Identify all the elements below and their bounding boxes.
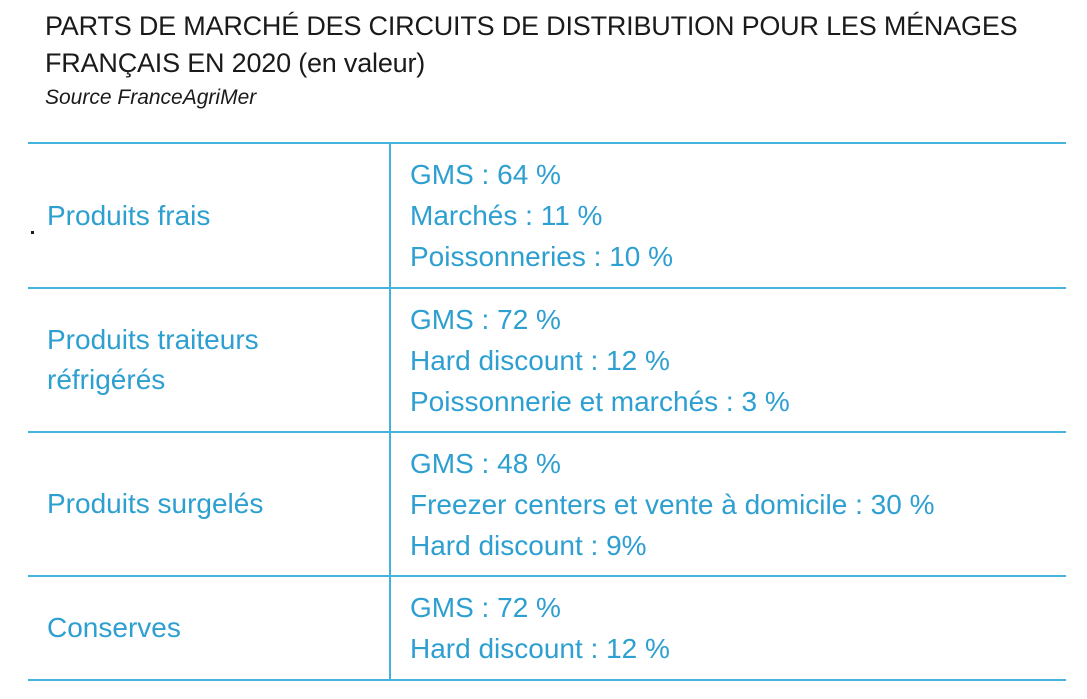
document-header: PARTS DE MARCHÉ DES CIRCUITS DE DISTRIBU… xyxy=(45,8,1045,112)
row-label-cell: Produits traiteurs réfrigérés xyxy=(28,289,391,431)
table-row: Conserves GMS : 72 % Hard discount : 12 … xyxy=(28,577,1066,681)
title-line-2: FRANÇAIS EN 2020 (en valeur) xyxy=(45,48,426,78)
title-line-1: PARTS DE MARCHÉ DES CIRCUITS DE DISTRIBU… xyxy=(45,11,1018,41)
value-line: Marchés : 11 % xyxy=(410,200,603,231)
row-label-cell: Produits surgelés xyxy=(28,433,391,575)
table-row: Produits frais GMS : 64 % Marchés : 11 %… xyxy=(28,144,1066,289)
value-line: Poissonneries : 10 % xyxy=(410,241,674,272)
row-label-cell: Produits frais xyxy=(28,144,391,287)
source-note: Source FranceAgriMer xyxy=(45,86,257,109)
value-line: Hard discount : 12 % xyxy=(410,633,670,664)
value-line: GMS : 72 % xyxy=(410,303,561,335)
value-line: GMS : 64 % xyxy=(410,159,561,190)
value-line: Hard discount : 9% xyxy=(410,529,647,561)
market-share-table: Produits frais GMS : 64 % Marchés : 11 %… xyxy=(28,142,1066,681)
value-line: GMS : 48 % xyxy=(410,447,561,479)
row-label-line-2: réfrigérés xyxy=(47,364,166,395)
row-values-cell: GMS : 48 % Freezer centers et vente à do… xyxy=(391,433,1066,575)
row-label-line-1: Produits traiteurs xyxy=(47,324,259,355)
row-label: Conserves xyxy=(47,612,181,643)
value-line: GMS : 72 % xyxy=(410,592,561,623)
page-title: PARTS DE MARCHÉ DES CIRCUITS DE DISTRIBU… xyxy=(45,8,1045,82)
row-label: Produits traiteurs réfrigérés xyxy=(47,320,259,400)
value-line: Poissonnerie et marchés : 3 % xyxy=(410,385,790,417)
row-label-cell: Conserves xyxy=(28,577,391,679)
row-label: Produits frais xyxy=(47,199,211,231)
table-row: Produits traiteurs réfrigérés GMS : 72 %… xyxy=(28,289,1066,433)
row-values-cell: GMS : 64 % Marchés : 11 % Poissonneries … xyxy=(391,144,1066,287)
stray-dot xyxy=(31,231,34,234)
value-line: Hard discount : 12 % xyxy=(410,344,670,376)
row-values-cell: GMS : 72 % Hard discount : 12 % Poissonn… xyxy=(391,289,1066,431)
value-line: Freezer centers et vente à domicile : 30… xyxy=(410,488,935,520)
row-label: Produits surgelés xyxy=(47,488,264,519)
row-values-cell: GMS : 72 % Hard discount : 12 % xyxy=(391,577,1066,679)
table-row: Produits surgelés GMS : 48 % Freezer cen… xyxy=(28,433,1066,577)
